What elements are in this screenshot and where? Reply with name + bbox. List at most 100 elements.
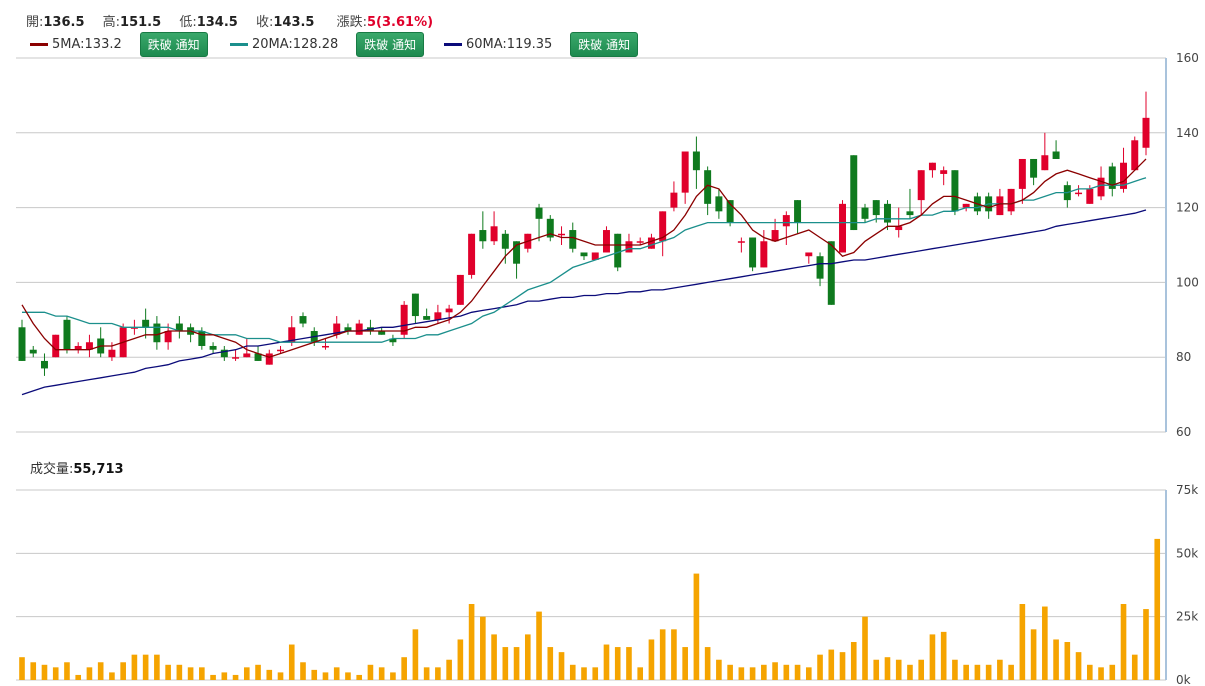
candle-body — [625, 241, 633, 253]
candle-body — [1052, 151, 1060, 159]
candle-body — [153, 323, 161, 343]
candle-body — [827, 241, 835, 305]
volume-bar — [423, 667, 430, 680]
candle-body — [254, 353, 262, 361]
candle-body — [771, 230, 779, 242]
candle-body — [670, 192, 678, 208]
candle-body — [1131, 140, 1139, 171]
candle-body — [321, 345, 329, 348]
candle-body — [647, 237, 655, 249]
ma20-legend: 20MA:128.28 跌破 通知 — [230, 31, 425, 57]
candle-body — [1142, 117, 1150, 148]
volume-bar — [52, 667, 59, 680]
volume-bar — [221, 672, 228, 680]
volume-bar — [637, 667, 644, 680]
change-label: 漲跌: — [336, 15, 368, 30]
candle-body — [962, 203, 970, 208]
volume-bar — [30, 662, 37, 680]
volume-bar — [356, 674, 363, 680]
volume-bar — [513, 647, 520, 680]
volume-bar — [1098, 667, 1104, 680]
volume-bar — [671, 629, 677, 680]
candle-body — [85, 342, 93, 350]
volume-bar — [716, 659, 722, 680]
volume-bar — [682, 647, 688, 680]
volume-bar — [378, 667, 385, 680]
volume-bar — [963, 664, 969, 680]
volume-bar — [817, 654, 823, 680]
volume-label-text: 成交量: — [30, 462, 74, 477]
volume-bar — [300, 662, 306, 680]
candle-body — [389, 338, 397, 343]
candle-body — [243, 353, 251, 358]
candle-body — [636, 241, 644, 243]
volume-bar — [1030, 629, 1037, 680]
candle-body — [108, 349, 116, 358]
volume-bar — [176, 664, 183, 680]
volume-bar — [839, 652, 846, 680]
candle-body — [906, 211, 914, 216]
candle-body — [130, 327, 138, 329]
candle-body — [1018, 158, 1026, 189]
price-tick-label: 80 — [1176, 350, 1191, 364]
volume-bar — [704, 647, 711, 680]
volume-bar — [614, 647, 621, 680]
candle-body — [411, 293, 419, 317]
candle-body — [895, 226, 903, 231]
candle-body — [535, 207, 543, 219]
candle-body — [142, 319, 150, 328]
volume-bar — [266, 669, 273, 680]
volume-bar — [828, 649, 835, 680]
candle-body — [468, 233, 476, 275]
low-label: 低: — [179, 15, 197, 30]
candle-body — [591, 252, 599, 260]
candle-body — [951, 170, 959, 212]
candle-body — [29, 349, 37, 354]
volume-bar — [581, 667, 587, 680]
candle-body — [175, 323, 183, 332]
candle-body — [490, 226, 498, 242]
candle-body — [805, 252, 813, 257]
ma20-alert-button[interactable]: 跌破 通知 — [356, 31, 425, 57]
volume-bar — [1019, 604, 1026, 680]
volume-bar — [626, 647, 632, 680]
ma60-label: 60MA:119.35 — [466, 36, 553, 52]
volume-bar — [64, 662, 70, 680]
volume-bar — [536, 611, 542, 680]
candle-body — [794, 200, 802, 223]
ma60-alert-button[interactable]: 跌破 通知 — [570, 31, 639, 57]
volume-bar — [558, 652, 565, 680]
candle-body — [220, 349, 228, 358]
volume-bar — [131, 654, 138, 680]
candle-body — [715, 196, 723, 212]
candle-body — [760, 241, 768, 268]
price-tick-label: 60 — [1176, 425, 1191, 439]
volume-bar — [1120, 604, 1127, 680]
volume-bar — [1008, 664, 1014, 680]
volume-bar — [884, 657, 891, 680]
candle-body — [872, 200, 880, 216]
candle-body — [839, 203, 847, 253]
price-tick-label: 160 — [1176, 51, 1199, 65]
volume-bar — [165, 664, 171, 680]
ma5-alert-button[interactable]: 跌破 通知 — [139, 31, 208, 57]
candle-body — [614, 233, 622, 268]
volume-bar — [1053, 639, 1059, 680]
ma20-line — [22, 177, 1147, 343]
volume-bar — [491, 634, 497, 680]
volume-bar — [277, 672, 284, 680]
volume-bar — [333, 667, 340, 680]
volume-bar — [255, 664, 261, 680]
candle-body — [1108, 166, 1116, 189]
candle-body — [344, 327, 352, 332]
volume-bar — [1075, 652, 1082, 680]
volume-bar — [1086, 664, 1093, 680]
volume-bar — [86, 667, 93, 680]
candle-body — [928, 162, 936, 171]
close-label: 收: — [255, 15, 274, 30]
candle-body — [265, 353, 273, 365]
volume-bar — [1131, 654, 1138, 680]
volume-bar — [187, 667, 194, 680]
ma60-line — [21, 209, 1147, 396]
